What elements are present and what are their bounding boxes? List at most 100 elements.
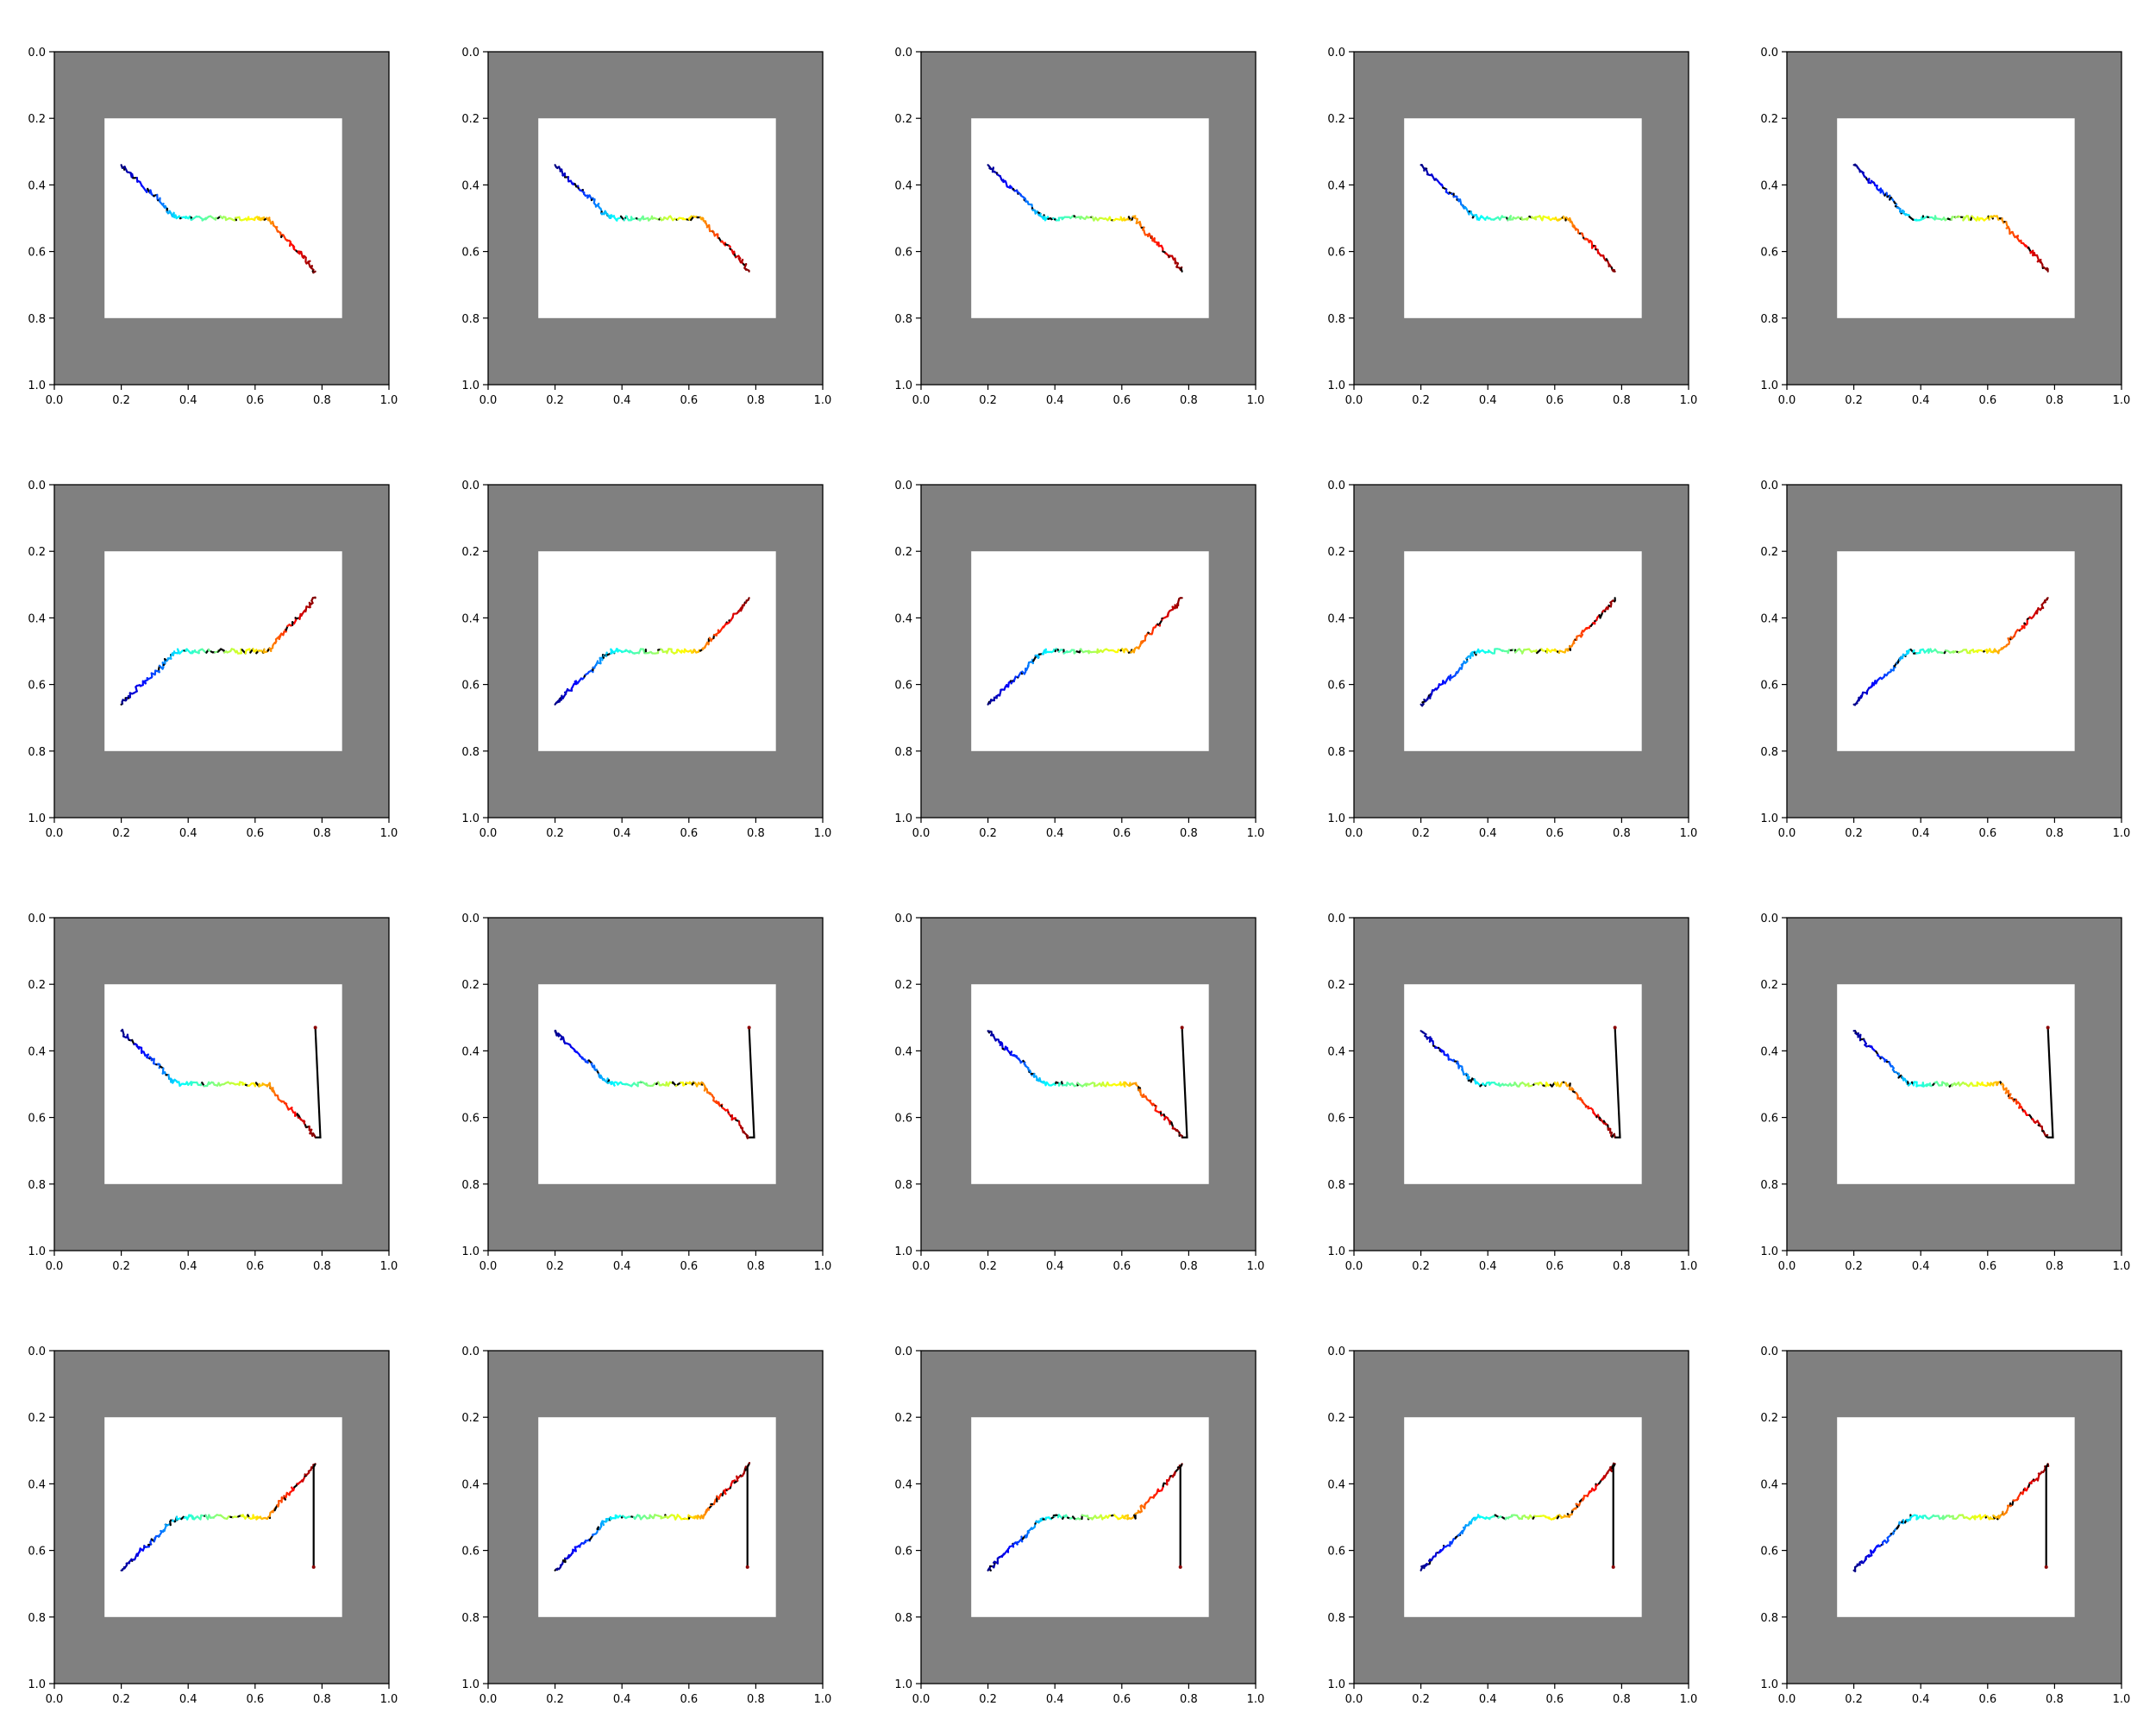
y-tick-label: 0.2 [894, 113, 912, 126]
y-tick-label: 1.0 [461, 1678, 479, 1691]
inner-region [971, 1417, 1209, 1617]
y-tick-label: 0.6 [1327, 247, 1345, 260]
x-tick-label: 0.6 [1978, 827, 1996, 840]
axes-spines [920, 484, 1257, 819]
x-tick-label: 0.8 [313, 394, 331, 407]
y-tick-label: 0.8 [1760, 746, 1778, 759]
y-tick-label: 0.0 [1327, 480, 1345, 492]
y-tick-label: 0.2 [461, 113, 479, 126]
y-tick-label: 0.6 [28, 1113, 46, 1126]
end-marker [1613, 1026, 1617, 1030]
x-tick-label: 1.0 [380, 1260, 398, 1273]
y-tick-label: 0.2 [28, 1412, 46, 1425]
axes-spines [53, 917, 390, 1251]
subplot-r2-c4: 0.0 0.2 0.4 0.6 0.8 1.00.00.20.40.60.81.0 [1327, 480, 1697, 840]
y-tick-label: 0.4 [461, 1478, 479, 1491]
x-tick-label: 0.2 [1845, 1260, 1863, 1273]
x-tick-label: 1.0 [814, 1260, 832, 1273]
trajectory-segment [2016, 1491, 2022, 1500]
subplot-r2-c3: 0.0 0.2 0.4 0.6 0.8 1.00.00.20.40.60.81.0 [894, 480, 1264, 840]
y-tick-label: 0.6 [461, 1546, 479, 1559]
x-tick-label: 0.4 [179, 1693, 197, 1706]
y-tick-label: 0.0 [1760, 913, 1778, 925]
y-tick-label: 0.0 [28, 480, 46, 492]
x-tick-label: 0.6 [246, 394, 264, 407]
closing-segment [1181, 1027, 1188, 1138]
x-tick-label: 0.8 [1180, 394, 1198, 407]
trajectory-segment [267, 216, 273, 225]
x-tick-label: 0.4 [179, 827, 197, 840]
subplot-r4-c3: 0.0 0.2 0.4 0.6 0.8 1.00.00.20.40.60.81.0 [894, 1346, 1264, 1706]
y-tick-label: 0.8 [894, 1179, 912, 1192]
x-tick-label: 0.8 [1613, 1693, 1631, 1706]
subplot-r3-c1: 0.0 0.2 0.4 0.6 0.8 1.00.00.20.40.60.81.0 [28, 913, 398, 1273]
x-tick-label: 1.0 [380, 394, 398, 407]
y-tick-label: 0.2 [894, 1412, 912, 1425]
subplot-r1-c4: 0.0 0.2 0.4 0.6 0.8 1.00.00.20.40.60.81.0 [1327, 47, 1697, 407]
y-tick-label: 0.8 [1760, 1612, 1778, 1625]
y-tick-label: 0.4 [1760, 179, 1778, 192]
closing-segment [1614, 1027, 1621, 1138]
x-tick-label: 0.0 [1778, 827, 1796, 840]
x-tick-label: 0.0 [1345, 1693, 1363, 1706]
y-tick-label: 0.4 [894, 1478, 912, 1491]
x-tick-label: 1.0 [1680, 394, 1698, 407]
x-tick-label: 0.4 [1479, 1260, 1497, 1273]
x-tick-label: 1.0 [814, 394, 832, 407]
trajectory-segment [1613, 1132, 1616, 1138]
end-marker [1180, 1026, 1184, 1030]
x-tick-label: 0.4 [613, 1260, 631, 1273]
y-tick-label: 0.6 [461, 1113, 479, 1126]
x-tick-label: 0.2 [1845, 394, 1863, 407]
end-marker [2046, 1026, 2050, 1030]
x-tick-label: 0.6 [1112, 827, 1131, 840]
x-tick-label: 0.8 [747, 394, 765, 407]
subplot-r3-c5: 0.0 0.2 0.4 0.6 0.8 1.00.00.20.40.60.81.0 [1760, 913, 2130, 1273]
x-tick-label: 1.0 [2113, 1693, 2131, 1706]
y-tick-label: 0.4 [461, 179, 479, 192]
x-tick-label: 0.4 [613, 1693, 631, 1706]
y-tick-label: 0.8 [461, 1179, 479, 1192]
end-marker [1611, 1565, 1615, 1569]
y-tick-label: 1.0 [28, 380, 46, 392]
end-marker [311, 1565, 316, 1569]
x-tick-label: 1.0 [1680, 1693, 1698, 1706]
y-tick-label: 1.0 [1327, 812, 1345, 825]
x-tick-label: 0.0 [479, 827, 498, 840]
x-tick-label: 0.6 [1545, 827, 1564, 840]
x-tick-label: 0.2 [979, 827, 997, 840]
end-marker [313, 1026, 317, 1030]
x-tick-label: 0.0 [1345, 1260, 1363, 1273]
inner-region [1404, 118, 1642, 318]
subplot-r4-c5: 0.0 0.2 0.4 0.6 0.8 1.00.00.20.40.60.81.0 [1760, 1346, 2130, 1706]
x-tick-label: 0.0 [479, 1693, 498, 1706]
x-tick-label: 0.2 [979, 394, 997, 407]
x-tick-label: 1.0 [2113, 394, 2131, 407]
y-tick-label: 0.6 [461, 680, 479, 693]
y-tick-label: 0.4 [1327, 1045, 1345, 1058]
end-marker [2044, 1565, 2048, 1569]
y-tick-label: 0.8 [461, 313, 479, 326]
y-tick-label: 1.0 [1327, 1245, 1345, 1258]
axes-spines [53, 51, 390, 386]
axes-spines [1786, 51, 2122, 386]
y-tick-label: 0.0 [461, 913, 479, 925]
x-tick-label: 0.8 [2046, 1693, 2064, 1706]
x-tick-label: 0.0 [479, 394, 498, 407]
y-tick-label: 0.2 [1760, 979, 1778, 992]
y-tick-label: 0.0 [1327, 47, 1345, 60]
y-tick-label: 0.4 [1760, 1478, 1778, 1491]
y-tick-label: 0.0 [894, 913, 912, 925]
x-tick-label: 0.8 [313, 1260, 331, 1273]
y-tick-label: 0.8 [28, 313, 46, 326]
x-tick-label: 0.2 [1412, 827, 1430, 840]
inner-region [538, 551, 776, 751]
x-tick-label: 0.6 [246, 1260, 264, 1273]
y-tick-label: 0.2 [461, 1412, 479, 1425]
y-tick-label: 0.2 [28, 979, 46, 992]
trajectory-segment [313, 1134, 317, 1138]
x-tick-label: 0.2 [979, 1260, 997, 1273]
x-tick-label: 0.0 [46, 394, 64, 407]
y-tick-label: 0.6 [1760, 1546, 1778, 1559]
